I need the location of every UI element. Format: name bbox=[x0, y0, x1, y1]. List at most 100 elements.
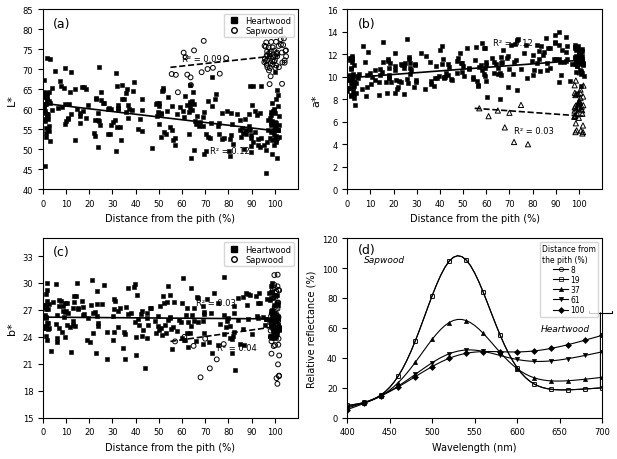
Point bbox=[41, 304, 51, 311]
Point bbox=[578, 123, 588, 130]
Point bbox=[271, 122, 281, 129]
Point bbox=[41, 313, 51, 321]
Point bbox=[179, 336, 189, 344]
Point bbox=[43, 319, 52, 327]
Point bbox=[269, 325, 279, 332]
Point bbox=[274, 373, 284, 380]
Point bbox=[39, 95, 49, 102]
Point bbox=[266, 61, 276, 68]
Point bbox=[578, 94, 588, 101]
Point bbox=[487, 55, 497, 62]
Point bbox=[394, 84, 404, 91]
Point bbox=[274, 326, 284, 333]
Point bbox=[395, 62, 405, 69]
Point bbox=[569, 54, 579, 62]
Point bbox=[273, 313, 283, 320]
Point bbox=[472, 78, 482, 86]
Point bbox=[195, 119, 205, 126]
100 bbox=[598, 333, 606, 338]
61 bbox=[433, 358, 440, 363]
19 bbox=[403, 358, 410, 364]
Point bbox=[91, 96, 101, 104]
Point bbox=[152, 113, 162, 120]
Point bbox=[161, 130, 171, 138]
Point bbox=[480, 45, 490, 53]
Point bbox=[206, 310, 216, 317]
Point bbox=[222, 55, 231, 62]
Point bbox=[185, 100, 195, 107]
Point bbox=[542, 67, 552, 75]
Point bbox=[539, 50, 549, 57]
Point bbox=[569, 108, 579, 115]
Point bbox=[44, 301, 54, 308]
Point bbox=[159, 300, 168, 308]
Point bbox=[62, 300, 72, 307]
Point bbox=[276, 37, 286, 44]
Point bbox=[347, 80, 357, 88]
Point bbox=[138, 326, 148, 334]
Point bbox=[199, 151, 209, 158]
Point bbox=[354, 71, 364, 78]
Point bbox=[529, 67, 539, 74]
Point bbox=[267, 118, 277, 125]
Point bbox=[555, 56, 565, 63]
Point bbox=[244, 291, 254, 298]
Point bbox=[42, 93, 52, 101]
Point bbox=[51, 280, 61, 288]
Point bbox=[346, 76, 355, 83]
Point bbox=[575, 69, 585, 77]
Point bbox=[267, 322, 277, 329]
Point bbox=[154, 122, 164, 129]
Point bbox=[102, 131, 112, 139]
Point bbox=[266, 327, 276, 335]
Point bbox=[522, 75, 532, 82]
Point bbox=[68, 293, 78, 301]
Point bbox=[222, 318, 232, 325]
Point bbox=[114, 102, 123, 109]
Point bbox=[573, 63, 582, 71]
Point bbox=[502, 55, 511, 62]
Point bbox=[94, 122, 104, 129]
Point bbox=[346, 93, 356, 101]
Point bbox=[238, 125, 247, 133]
Point bbox=[78, 303, 88, 311]
Point bbox=[209, 290, 218, 297]
Point bbox=[41, 306, 51, 313]
Point bbox=[447, 77, 457, 84]
Point bbox=[43, 116, 53, 123]
Point bbox=[269, 106, 279, 114]
Point bbox=[342, 89, 352, 96]
Point bbox=[375, 66, 384, 73]
37 bbox=[344, 404, 351, 409]
Point bbox=[92, 313, 102, 320]
Point bbox=[57, 104, 67, 111]
Point bbox=[226, 110, 236, 118]
Point bbox=[78, 108, 88, 115]
Point bbox=[265, 81, 275, 89]
Point bbox=[189, 101, 199, 108]
Point bbox=[79, 84, 89, 92]
Point bbox=[269, 281, 279, 289]
Point bbox=[112, 83, 122, 90]
Point bbox=[565, 78, 575, 85]
Point bbox=[42, 280, 52, 287]
Point bbox=[508, 71, 518, 78]
Point bbox=[41, 303, 51, 311]
Point bbox=[495, 96, 505, 103]
Point bbox=[426, 78, 436, 85]
Point bbox=[273, 271, 283, 279]
Point bbox=[96, 89, 106, 96]
Point bbox=[269, 331, 279, 338]
Point bbox=[470, 57, 480, 65]
Point bbox=[228, 333, 238, 341]
19 bbox=[454, 253, 462, 259]
Point bbox=[273, 318, 283, 325]
Point bbox=[457, 60, 467, 67]
Point bbox=[267, 289, 277, 297]
Point bbox=[500, 124, 510, 132]
Point bbox=[265, 65, 275, 73]
Point bbox=[128, 88, 138, 95]
Point bbox=[215, 131, 225, 138]
Point bbox=[170, 338, 180, 345]
Point bbox=[347, 73, 357, 80]
